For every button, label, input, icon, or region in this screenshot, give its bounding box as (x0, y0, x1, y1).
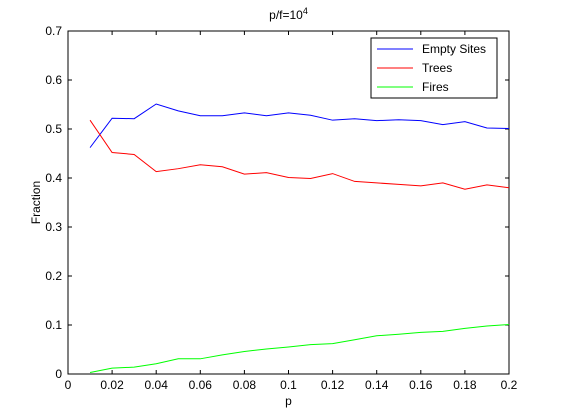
series-line-fires (89, 324, 510, 374)
x-tick-label: 0 (65, 378, 72, 392)
y-tick-label: 0.3 (45, 220, 62, 234)
chart-title: p/f=104 (269, 6, 308, 22)
series-line-empty-sites (89, 103, 510, 148)
series-lines (89, 103, 510, 374)
y-tick-label: 0.5 (45, 122, 62, 136)
y-tick-label: 0.1 (45, 318, 62, 332)
legend-label-fires: Fires (422, 80, 449, 94)
x-tick-label: 0.16 (409, 378, 433, 392)
y-tick-label: 0 (55, 367, 62, 381)
y-tick-label: 0.7 (45, 24, 62, 38)
series-line-trees (89, 119, 510, 190)
x-tick-label: 0.18 (453, 378, 477, 392)
x-tick-label: 0.1 (280, 378, 297, 392)
axis-ticks: 0 0.02 0.04 0.06 0.08 0.1 0.12 0.14 0.16 0.18 0.2 0… (45, 24, 517, 392)
x-tick-label: 0.08 (233, 378, 257, 392)
y-tick-label: 0.4 (45, 171, 62, 185)
legend: Empty Sites Trees Fires (370, 37, 498, 99)
y-tick-label: 0.2 (45, 269, 62, 283)
x-tick-label: 0.06 (189, 378, 213, 392)
x-tick-label: 0.2 (501, 378, 518, 392)
x-axis-title: p (285, 394, 292, 408)
x-tick-label: 0.04 (145, 378, 169, 392)
x-tick-label: 0.14 (365, 378, 389, 392)
legend-label-empty-sites: Empty Sites (422, 42, 486, 56)
x-tick-label: 0.02 (100, 378, 124, 392)
y-axis-title: Fraction (29, 181, 43, 224)
y-tick-label: 0.6 (45, 73, 62, 87)
legend-label-trees: Trees (422, 61, 452, 75)
chart-title-superscript: 4 (303, 6, 308, 16)
chart-title-base: p/f=10 (269, 8, 303, 22)
x-tick-label: 0.12 (321, 378, 345, 392)
